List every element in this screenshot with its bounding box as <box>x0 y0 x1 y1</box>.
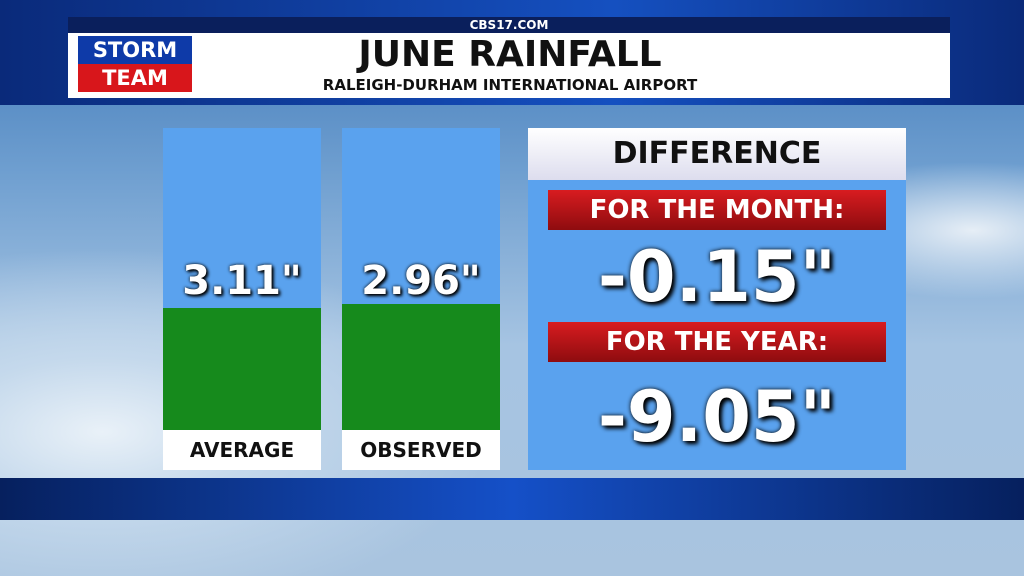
value: 2.96" <box>361 258 481 304</box>
year-label: FOR THE YEAR: <box>548 322 886 362</box>
month-label: FOR THE MONTH: <box>548 190 886 230</box>
subtitle: RALEIGH-DURHAM INTERNATIONAL AIRPORT <box>322 76 698 94</box>
value: 3.11" <box>182 258 302 304</box>
label: OBSERVED <box>342 430 500 470</box>
site: CBS17.COM <box>68 17 950 33</box>
difference-title: DIFFERENCE <box>528 128 906 180</box>
panel: 2.96" OBSERVED <box>342 128 500 470</box>
difference-panel: DIFFERENCE FOR THE MONTH: -0.15" FOR THE… <box>528 128 906 470</box>
title: JUNE RAINFALL <box>358 34 662 75</box>
year-value: -9.05" <box>597 376 837 458</box>
bottom-band <box>0 478 1024 520</box>
logo: STORM TEAM <box>76 34 194 94</box>
header <box>68 33 950 98</box>
panel: 3.11" AVERAGE <box>163 128 321 470</box>
logo-bottom: TEAM <box>78 64 192 92</box>
fill <box>342 304 500 430</box>
label: AVERAGE <box>163 430 321 470</box>
logo-top: STORM <box>92 38 178 62</box>
fill <box>163 308 321 430</box>
month-value: -0.15" <box>597 236 837 318</box>
